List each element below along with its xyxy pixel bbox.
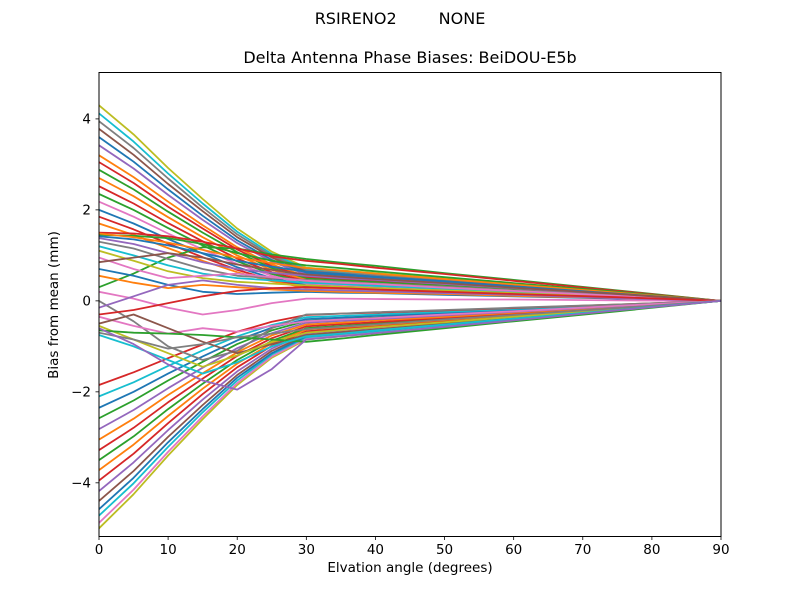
x-tick-label: 20 [229,542,246,558]
y-tick-label: 0 [82,293,91,309]
bias-line [99,234,721,302]
bias-line [99,235,721,302]
bias-line [99,286,721,316]
x-tick-label: 70 [574,542,591,558]
y-tick-label: 4 [82,111,91,127]
x-tick-label: 0 [95,542,104,558]
y-tick-label: 2 [82,202,91,218]
bias-line [99,300,721,391]
suptitle-mode: NONE [438,9,486,28]
bias-line [99,300,721,350]
x-axis-label: Elvation angle (degrees) [327,560,493,576]
x-tick-label: 90 [712,542,729,558]
x-tick-label: 80 [643,542,660,558]
x-tick-label: 40 [367,542,384,558]
y-tick-label: −4 [71,475,91,491]
suptitle-station: RSIRENO2 [314,9,397,28]
bias-line [99,290,721,316]
bias-line [99,300,721,375]
plot-suptitle: RSIRENO2 NONE [0,9,800,28]
y-axis-label: Bias from mean (mm) [46,231,62,379]
x-tick-label: 50 [436,542,453,558]
bias-line [99,231,721,302]
axes-title: Delta Antenna Phase Biases: BeiDOU-E5b [243,48,577,67]
bias-line [99,300,721,361]
bias-line [99,256,721,302]
bias-line [99,274,721,302]
bias-line [99,252,721,302]
bias-line [99,232,721,302]
x-tick-label: 30 [298,542,315,558]
bias-line [99,300,721,409]
y-tick-label: −2 [71,384,91,400]
x-tick-label: 10 [160,542,177,558]
x-tick-label: 60 [505,542,522,558]
axes-frame [98,72,722,537]
bias-line [99,300,721,368]
